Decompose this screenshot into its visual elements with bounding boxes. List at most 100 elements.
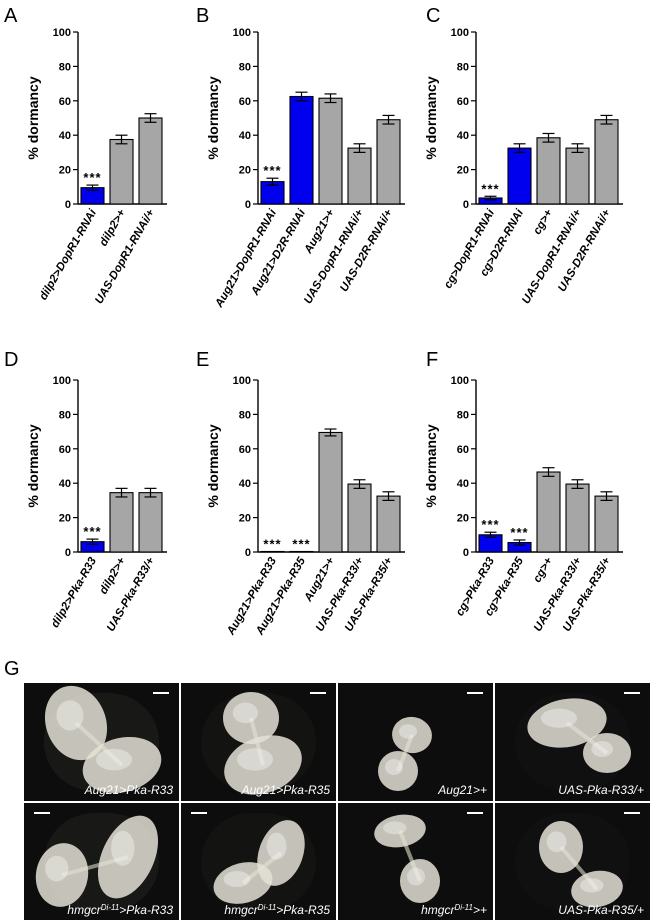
y-tick-label: 0	[245, 547, 251, 559]
panel-letter: F	[426, 349, 438, 371]
y-tick-label: 20	[239, 513, 251, 525]
bar	[376, 119, 401, 205]
organ-lobe	[400, 859, 440, 903]
chart-panel-c: C % dormancy 0 20 40 60 80 100 *** cg>DopR1-RNAi c…	[423, 5, 623, 306]
organ-lobe	[257, 820, 305, 886]
organ-highlight	[383, 821, 407, 835]
significance-label: ***	[481, 181, 499, 196]
photo-panel: Aug21>Pka-R33	[24, 683, 179, 801]
y-tick-label: 60	[59, 444, 71, 456]
y-tick-label: 40	[457, 478, 469, 490]
category-label: UAS-DopR1-RNAi/+	[93, 207, 157, 306]
y-tick-label: 100	[451, 375, 469, 387]
y-axis-label: % dormancy	[423, 76, 439, 159]
panel-letter: D	[4, 349, 18, 371]
organ-highlight	[407, 867, 425, 886]
organ-lobe	[374, 814, 426, 848]
y-tick-label: 0	[463, 547, 469, 559]
bar	[138, 117, 163, 205]
chart-panel-a: A % dormancy 0 20 40 60 80 100 *** dilp2>DopR1-RN…	[4, 5, 167, 306]
organ-highlight	[580, 878, 604, 893]
organ-lobe	[583, 733, 631, 773]
photo-panel: UAS-Pka-R33/+	[495, 683, 650, 801]
y-tick-label: 40	[239, 130, 251, 142]
photo-panel: Aug21>+	[338, 683, 493, 801]
photo-panel: hmgcrDi-11>Pka-R35	[181, 803, 336, 920]
bar	[289, 550, 314, 553]
y-tick-label: 60	[457, 96, 469, 108]
organ-highlight	[96, 748, 132, 771]
panel-letter: C	[426, 5, 440, 27]
y-tick-label: 40	[239, 478, 251, 490]
y-axis-label: % dormancy	[205, 76, 221, 159]
y-tick-label: 60	[239, 444, 251, 456]
organ-lobe	[224, 735, 302, 795]
y-tick-label: 100	[451, 27, 469, 39]
photo-panel: hmgcrDi-11>+	[338, 803, 493, 920]
bar	[565, 483, 590, 553]
y-tick-label: 100	[53, 375, 71, 387]
chart-panel-d: D % dormancy 0 20 40 60 80 100 *** dilp2>Pka-R33d…	[4, 349, 167, 634]
significance-label: ***	[83, 170, 101, 185]
bar	[138, 492, 163, 553]
organ-highlight	[591, 741, 613, 757]
y-tick-label: 80	[457, 61, 469, 73]
y-tick-label: 0	[245, 199, 251, 211]
photo-label: UAS-Pka-R35/+	[558, 903, 644, 917]
y-tick-label: 80	[239, 409, 251, 421]
organ-lobe	[44, 685, 108, 761]
photo-panel: UAS-Pka-R35/+	[495, 803, 650, 920]
y-tick-label: 20	[239, 165, 251, 177]
bar	[109, 138, 134, 205]
panel-letter: B	[196, 5, 209, 27]
category-label: UAS-D2R-RNAi/+	[338, 207, 395, 294]
y-tick-label: 20	[457, 513, 469, 525]
organ-lobe	[527, 698, 607, 748]
significance-label: ***	[510, 525, 528, 540]
y-tick-label: 60	[59, 96, 71, 108]
photo-label: hmgcrDi-11>Pka-R33	[67, 903, 173, 918]
organ-lobe	[539, 821, 583, 873]
significance-label: ***	[263, 536, 281, 551]
organ-highlight	[237, 748, 273, 771]
photo-label: Aug21>+	[437, 783, 487, 797]
y-tick-label: 80	[59, 61, 71, 73]
bar	[565, 147, 590, 205]
category-label: Aug21>D2R-RNAi	[249, 207, 309, 298]
y-tick-label: 20	[59, 513, 71, 525]
organ-lobe	[223, 692, 279, 744]
organ-highlight	[56, 700, 84, 731]
organ-highlight	[385, 759, 403, 775]
organ-lobe	[392, 716, 432, 754]
category-label: Aug21>Pka-R33	[225, 555, 280, 638]
bar	[536, 137, 561, 205]
y-tick-label: 40	[59, 478, 71, 490]
y-tick-label: 100	[233, 27, 251, 39]
y-tick-label: 0	[65, 199, 71, 211]
bar	[594, 495, 619, 553]
category-label: cg>DopR1-RNAi	[442, 207, 497, 291]
y-axis-label: % dormancy	[25, 424, 41, 507]
bar	[507, 147, 532, 205]
y-tick-label: 40	[59, 130, 71, 142]
photo-label: hmgcrDi-11>Pka-R35	[224, 903, 330, 918]
photo-label: hmgcrDi-11>+	[421, 903, 487, 918]
panel-letter: A	[4, 5, 18, 27]
organ-lobe	[35, 843, 89, 907]
significance-label: ***	[292, 536, 310, 551]
y-axis-label: % dormancy	[423, 424, 439, 507]
chart-panel-e: E % dormancy 0 20 40 60 80 100 *** Aug21>Pka-R33 *…	[196, 349, 405, 638]
y-axis-label: % dormancy	[205, 424, 221, 507]
panel-letter: E	[196, 349, 209, 371]
category-label: dilp2>Pka-R33	[49, 555, 99, 630]
organ-highlight	[399, 724, 417, 739]
panel-letter-g: G	[4, 658, 20, 680]
significance-label: ***	[481, 517, 499, 532]
y-tick-label: 80	[239, 61, 251, 73]
category-label: dilp2>DopR1-RNAi	[37, 207, 99, 303]
bar	[318, 431, 343, 553]
category-label: cg>+	[531, 207, 555, 237]
y-tick-label: 100	[53, 27, 71, 39]
significance-label: ***	[83, 524, 101, 539]
